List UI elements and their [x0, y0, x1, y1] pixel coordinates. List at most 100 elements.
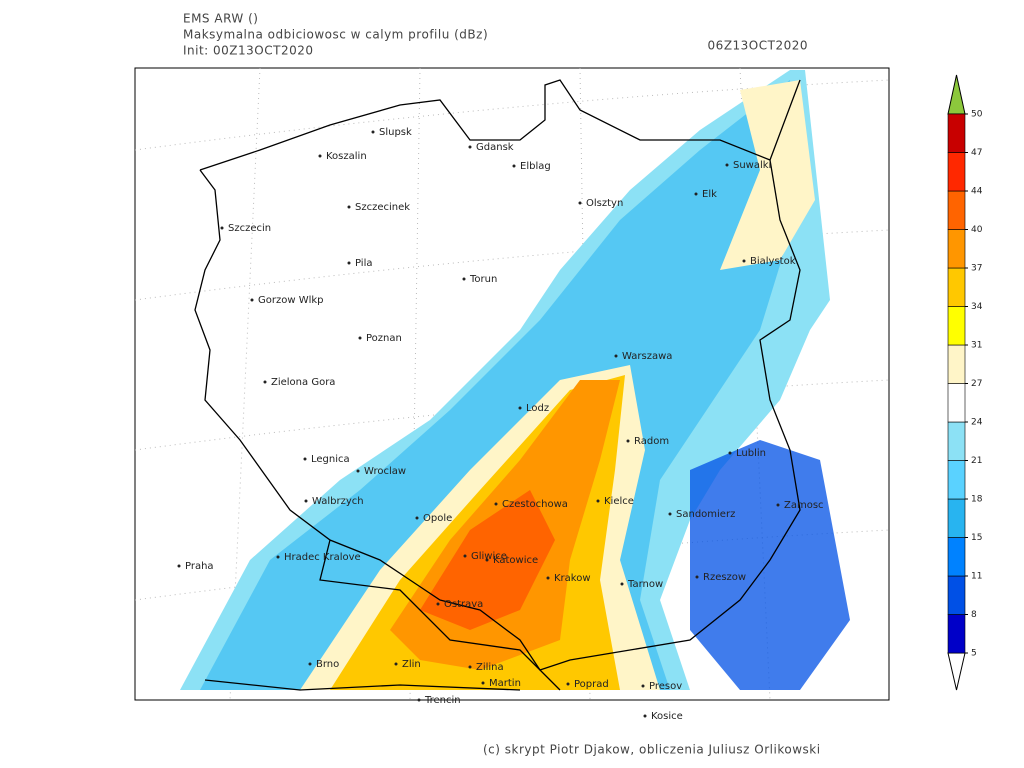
- city-label: Gliwice: [471, 551, 507, 562]
- valid-time: 06Z13OCT2020: [708, 39, 808, 53]
- city-label: Krakow: [554, 573, 591, 584]
- colorbar-segment: [947, 152, 966, 192]
- city-label: Rzeszow: [703, 572, 746, 583]
- city-label: Zielona Gora: [271, 377, 335, 388]
- city-marker: [643, 714, 647, 718]
- colorbar-over: [947, 74, 966, 115]
- city-label: Kielce: [604, 496, 634, 507]
- map-title: Maksymalna odbiciowosc w calym profilu (…: [183, 28, 488, 42]
- city-label: Zlin: [402, 659, 421, 670]
- city-marker: [566, 682, 570, 686]
- meridian: [229, 67, 261, 701]
- city-marker: [304, 499, 308, 503]
- city-label: Lodz: [526, 403, 549, 414]
- city-marker: [668, 512, 672, 516]
- colorbar-segment: [947, 306, 966, 346]
- colorbar-label: 5: [971, 649, 977, 659]
- city-marker: [356, 469, 360, 473]
- city-marker: [308, 662, 312, 666]
- city-marker: [303, 457, 307, 461]
- colorbar-segment: [947, 460, 966, 500]
- city-label: Szczecinek: [355, 202, 410, 213]
- colorbar-segment: [947, 421, 966, 461]
- colorbar-segment: [947, 190, 966, 230]
- cities: Slupsk Gdansk Koszalin Elblag Suwalki Szczeci…: [177, 127, 824, 722]
- colorbar-segment: [947, 498, 966, 538]
- city-marker: [347, 261, 351, 265]
- city-label: Legnica: [311, 454, 350, 465]
- city-label: Lublin: [736, 448, 766, 459]
- city-label: Opole: [423, 513, 452, 524]
- colorbar-segment: [947, 537, 966, 577]
- city-label: Ostrava: [444, 599, 483, 610]
- city-marker: [220, 226, 224, 230]
- echo-ne: [720, 80, 815, 270]
- city-label: Olsztyn: [586, 198, 623, 209]
- city-label: Hradec Kralove: [284, 552, 361, 563]
- city-marker: [415, 516, 419, 520]
- city-marker: [250, 298, 254, 302]
- city-label: Suwalki: [733, 160, 771, 171]
- border: [204, 679, 521, 691]
- colorbar-segment: [947, 267, 966, 307]
- colorbar-label: 47: [971, 148, 982, 158]
- city-marker: [641, 684, 645, 688]
- colorbar-label: 31: [971, 341, 982, 351]
- colorbar-segment: [947, 575, 966, 615]
- colorbar-label: 15: [971, 533, 982, 543]
- colorbar-label: 11: [971, 572, 982, 582]
- city-marker: [776, 503, 780, 507]
- city-label: Torun: [469, 274, 497, 285]
- city-marker: [263, 380, 267, 384]
- colorbar-label: 50: [971, 110, 983, 120]
- city-marker: [694, 192, 698, 196]
- city-label: Brno: [316, 659, 339, 670]
- colorbar: 5 8 11 15 18 21 24 27 31 34 37 40 44 47 50: [947, 74, 983, 691]
- footer: (c) skrypt Piotr Djakow, obliczenia Juli…: [483, 743, 821, 757]
- coastline: [199, 79, 801, 171]
- city-marker: [358, 336, 362, 340]
- colorbar-segment: [947, 113, 966, 153]
- city-marker: [468, 145, 472, 149]
- city-label: Slupsk: [379, 127, 412, 138]
- city-marker: [462, 277, 466, 281]
- city-marker: [725, 163, 729, 167]
- colorbar-under: [947, 652, 966, 691]
- city-marker: [485, 558, 489, 562]
- colorbar-segment: [947, 229, 966, 269]
- colorbar-label: 24: [971, 418, 983, 428]
- city-marker: [318, 154, 322, 158]
- city-label: Gorzow Wlkp: [258, 295, 324, 306]
- colorbar-segment: [947, 383, 966, 423]
- city-marker: [614, 354, 618, 358]
- city-label: Trencin: [424, 695, 461, 706]
- map: Slupsk Gdansk Koszalin Elblag Suwalki Szczeci…: [134, 67, 890, 722]
- city-marker: [371, 130, 375, 134]
- city-marker: [546, 576, 550, 580]
- city-marker: [596, 499, 600, 503]
- colorbar-label: 18: [971, 495, 983, 505]
- city-label: Elk: [702, 189, 717, 200]
- city-label: Zamosc: [784, 500, 824, 511]
- city-label: Kosice: [651, 711, 683, 722]
- city-label: Radom: [634, 436, 669, 447]
- city-marker: [347, 205, 351, 209]
- city-label: Wroclaw: [364, 466, 406, 477]
- boundaries: [194, 79, 801, 691]
- city-marker: [518, 406, 522, 410]
- city-label: Zilina: [476, 662, 504, 673]
- city-marker: [512, 164, 516, 168]
- city-label: Pila: [355, 258, 373, 269]
- city-marker: [695, 575, 699, 579]
- city-label: Elblag: [520, 161, 551, 172]
- city-label: Poprad: [574, 679, 609, 690]
- city-marker: [494, 502, 498, 506]
- city-label: Katowice: [493, 555, 538, 566]
- city-label: Bialystok: [750, 256, 796, 267]
- city-label: Walbrzych: [312, 496, 364, 507]
- meridian: [409, 67, 421, 701]
- city-label: Presov: [649, 681, 682, 692]
- city-marker: [468, 665, 472, 669]
- city-marker: [578, 201, 582, 205]
